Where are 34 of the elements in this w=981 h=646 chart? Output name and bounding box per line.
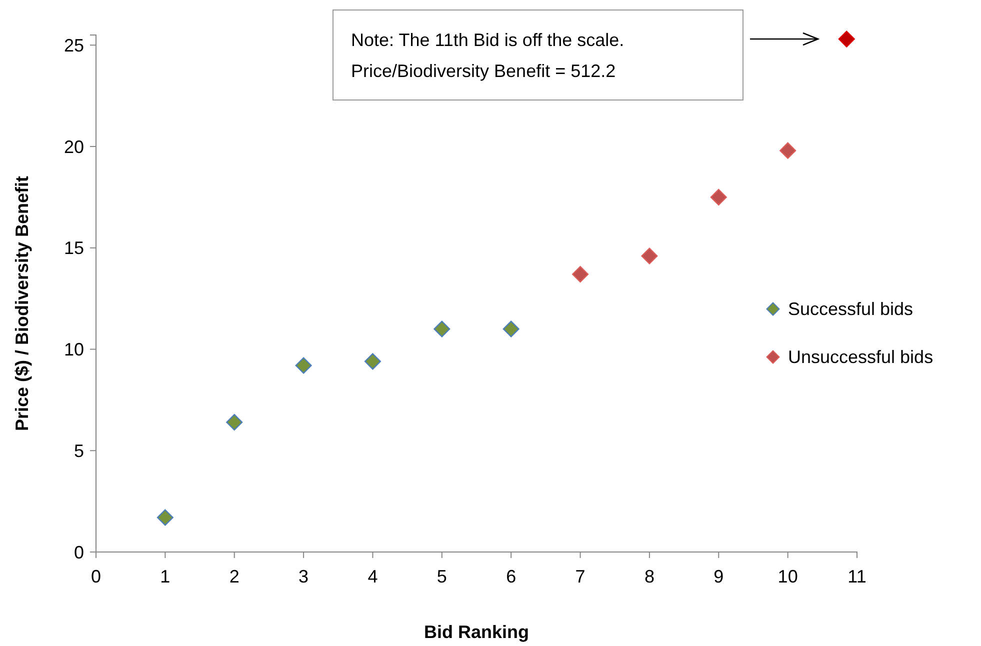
x-tick-label: 10 — [778, 566, 798, 587]
annotation: Note: The 11th Bid is off the scale. Price/Biodiversity Benefit = 512.2 — [351, 30, 624, 81]
x-tick-label: 6 — [506, 566, 516, 587]
y-tick-label: 0 — [74, 542, 84, 562]
x-tick-label: 8 — [644, 566, 654, 587]
x-axis-title: Bid Ranking — [424, 622, 530, 642]
point — [572, 266, 589, 283]
point — [434, 320, 450, 338]
y-axis-title: Price ($) / Biodiversity Benefit — [12, 176, 32, 432]
x-tick-label: 2 — [229, 566, 240, 587]
point — [710, 188, 727, 206]
x-tick-label: 4 — [368, 566, 378, 587]
point — [641, 248, 658, 264]
point — [156, 509, 174, 526]
legend-label: Successful bids — [788, 299, 914, 319]
y-tick-label: 10 — [64, 340, 84, 360]
x-tick-label: 11 — [848, 566, 866, 587]
x-tick-label: 7 — [575, 566, 586, 587]
point — [838, 30, 855, 48]
legend-label: Unsuccessful bids — [788, 347, 934, 367]
x-tick-label: 9 — [714, 566, 724, 587]
point — [364, 353, 381, 370]
point — [502, 320, 520, 338]
y-tick-label: 5 — [74, 440, 84, 461]
y-tick-label: 15 — [64, 238, 84, 258]
point — [780, 142, 796, 159]
point — [295, 357, 312, 374]
y-tick-label: 20 — [64, 136, 84, 157]
point — [226, 414, 243, 431]
x-tick-label: 3 — [298, 566, 309, 587]
y-tick-label: 25 — [64, 35, 84, 56]
x-tick-label: 5 — [436, 566, 447, 587]
x-tick-label: 0 — [90, 566, 102, 587]
x-tick-label: 1 — [160, 566, 170, 587]
